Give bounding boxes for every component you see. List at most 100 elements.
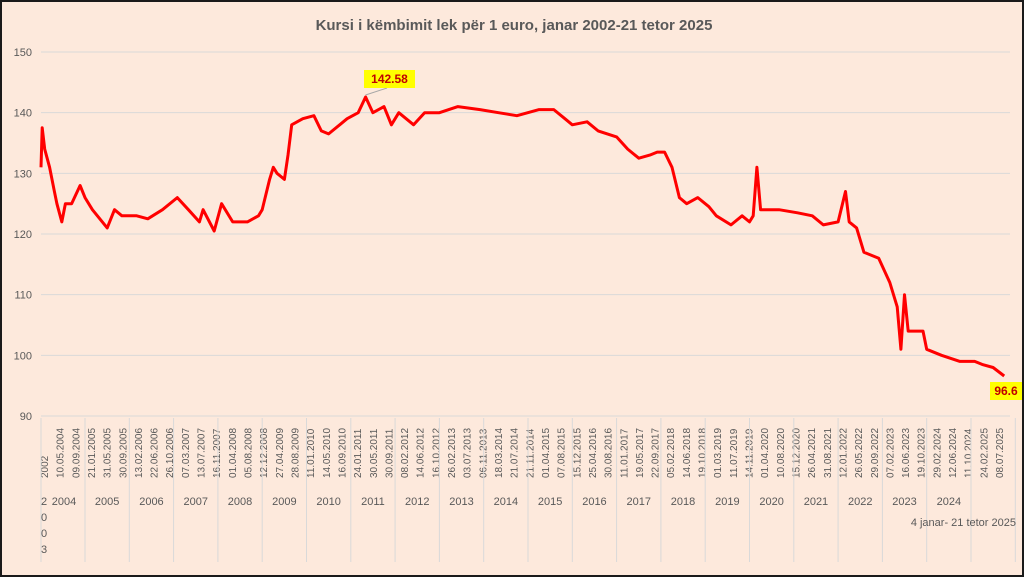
x-tick-label: 12.01.2022 [838,428,849,478]
x-tick-label: 19.05.2017 [635,428,646,478]
first-year-label-char: 0 [41,512,47,524]
x-tick-label: 14.05.2010 [322,428,333,478]
y-tick-label: 130 [14,168,32,180]
x-tick-label: 30.08.2016 [604,428,615,478]
x-tick-label: 11.10.2024 [964,428,975,478]
x-tick-label: 11.01.2010 [306,428,317,478]
x-tick-label: 07.02.2023 [885,428,896,478]
x-tick-label: 12.06.2024 [948,428,959,478]
year-label: 2006 [139,496,163,508]
x-tick-label: 03.07.2013 [463,428,474,478]
series-line [39,95,1006,378]
leader-line [365,87,388,96]
x-tick-label: 07.08.2015 [557,428,568,478]
data-label: 142.58 [371,72,408,86]
annotations: 142.58 96.6 [364,70,1022,400]
year-label: 2014 [494,496,518,508]
x-tick-label: 01.04.2008 [228,428,239,478]
y-tick-label: 120 [14,229,32,241]
x-tick-label: 24.02.2025 [979,428,990,478]
x-tick-label: 26.10.2006 [165,428,176,478]
x-tick-label: 30.09.2005 [118,428,129,478]
x-tick-label: 30.05.2011 [369,428,380,478]
x-tick-label: 19.10.2018 [698,428,709,478]
year-label: 2012 [405,496,429,508]
x-tick-label: 25.04.2016 [588,428,599,478]
y-tick-label: 90 [20,411,32,423]
x-tick-label: 11.01.2017 [619,428,630,478]
year-label: 2011 [361,496,385,508]
x-axis: 2002 10.05.2004 09.09.2004 21.01.2005 31.05.… [40,428,1006,478]
x-tick-label: 14.11.2019 [745,428,756,478]
data-label: 96.6 [994,384,1018,398]
last-period-label: 4 janar- 21 tetor 2025 [911,517,1016,529]
first-year-label-char: 3 [41,544,47,556]
x-tick-label: 10.08.2020 [776,428,787,478]
x-tick-label: 21.11.2014 [525,428,536,478]
x-tick-label: 24.01.2011 [353,428,364,478]
y-tick-label: 110 [14,290,32,302]
year-label: 2007 [184,496,208,508]
x-tick-label: 05.02.2018 [666,428,677,478]
year-label: 2020 [759,496,783,508]
x-tick-label: 08.02.2012 [400,428,411,478]
x-tick-label: 26.05.2022 [854,428,865,478]
year-label: 2024 [937,496,961,508]
year-axis: 2004 2005 2006 2007 2008 2009 2010 2011 2012 2013… [40,415,1016,562]
year-label: 2010 [316,496,340,508]
x-tick-label: 26.04.2021 [807,428,818,478]
x-tick-label: 30.09.2011 [384,428,395,478]
first-year-label-char: 2 [41,496,47,508]
x-tick-label: 01.03.2019 [713,428,724,478]
year-label: 2005 [95,496,119,508]
x-tick-label: 13.07.2007 [197,428,208,478]
x-tick-label: 21.01.2005 [87,428,98,478]
chart-title: Kursi i këmbimit lek për 1 euro, janar 2… [316,17,713,34]
x-tick-label: 16.10.2012 [431,428,442,478]
x-tick-label: 28.08.2009 [290,428,301,478]
x-tick-label: 15.12.2015 [572,428,583,478]
x-tick-label: 07.03.2007 [181,428,192,478]
x-tick-label: 31.05.2005 [103,428,114,478]
x-tick-label: 15.12.2020 [791,428,802,478]
data-label-box [990,382,1022,400]
x-tick-label: 29.02.2024 [932,428,943,478]
year-label: 2009 [272,496,296,508]
x-tick-label: 11.07.2019 [729,428,740,478]
year-label: 2015 [538,496,562,508]
year-label: 2008 [228,496,252,508]
year-label: 2004 [52,496,76,508]
year-label: 2018 [671,496,695,508]
x-tick-label: 27.04.2009 [275,428,286,478]
gridlines [41,51,1010,417]
data-label-box [364,70,415,88]
y-tick-label: 140 [14,108,32,120]
x-tick-label: 18.03.2014 [494,428,505,478]
year-label: 2022 [848,496,872,508]
x-tick-label: 2002 [40,455,51,478]
year-label: 2017 [627,496,651,508]
x-tick-label: 01.04.2020 [760,428,771,478]
x-tick-label: 22.06.2006 [150,428,161,478]
x-tick-label: 12.12.2008 [259,428,270,478]
x-tick-label: 22.09.2017 [651,428,662,478]
year-label: 2021 [804,496,828,508]
x-tick-label: 14.06.2018 [682,428,693,478]
x-tick-label: 08.07.2025 [995,428,1006,478]
x-tick-label: 21.07.2014 [510,428,521,478]
x-tick-label: 29.09.2022 [870,428,881,478]
x-tick-label: 13.02.2006 [134,428,145,478]
first-year-label-char: 0 [41,528,47,540]
y-tick-label: 150 [14,47,32,59]
x-tick-label: 31.08.2021 [823,428,834,478]
x-tick-label: 16.06.2023 [901,428,912,478]
year-label: 2013 [449,496,473,508]
x-tick-label: 16.09.2010 [337,428,348,478]
year-label: 2019 [715,496,739,508]
year-label: 2023 [892,496,916,508]
year-label: 2016 [582,496,606,508]
x-tick-label: 19.10.2023 [917,428,928,478]
y-axis: 90 100 110 120 130 140 150 [14,47,32,423]
